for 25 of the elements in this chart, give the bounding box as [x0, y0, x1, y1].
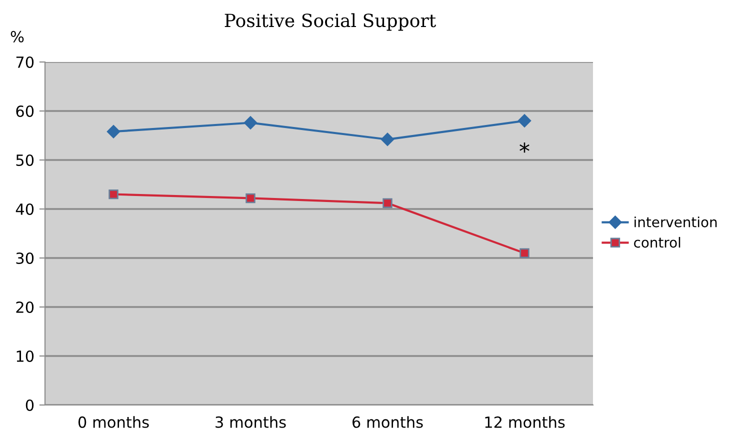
y-tick-label: 0 — [26, 399, 34, 412]
x-tick-label: 3 months — [216, 416, 286, 428]
annotation: * — [520, 142, 530, 153]
chart-title: Positive Social Support — [224, 13, 436, 31]
y-tick-label: 10 — [16, 350, 34, 362]
point — [106, 124, 120, 138]
legend-label: intervention — [634, 216, 717, 228]
y-tick-label: 70 — [16, 56, 34, 68]
point — [520, 248, 530, 258]
y-axis-title: % — [10, 30, 24, 42]
legend-label: control — [634, 236, 680, 248]
y-tick-label: 50 — [16, 154, 34, 166]
x-tick-label: 6 months — [352, 416, 423, 428]
x-tick-label: 12 months — [485, 416, 565, 428]
point — [382, 198, 392, 208]
y-tick-label: 40 — [16, 203, 34, 216]
y-tick-label: 20 — [16, 301, 34, 314]
x-tick-label: 0 months — [78, 416, 149, 428]
point — [246, 193, 256, 204]
y-tick-label: 30 — [16, 252, 34, 264]
point — [244, 116, 258, 130]
y-tick-label: 60 — [16, 105, 34, 118]
point — [108, 189, 118, 200]
point — [380, 132, 394, 146]
point — [518, 114, 532, 128]
